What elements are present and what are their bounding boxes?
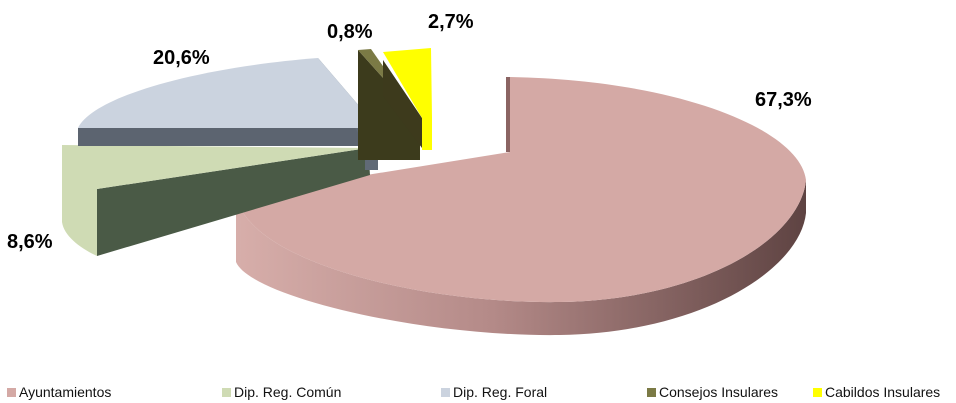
data-label-dip-reg-comun: 8,6% — [7, 231, 53, 253]
data-label-ayuntamientos: 67,3% — [755, 89, 812, 111]
legend: Ayuntamientos Dip. Reg. Común Dip. Reg. … — [0, 384, 956, 400]
slice-ayuntamientos-top — [236, 77, 806, 303]
slice-cabildos-insulares-top — [383, 48, 432, 118]
legend-item-dip-reg-foral: Dip. Reg. Foral — [441, 384, 547, 400]
slice-ayuntamientos — [236, 77, 806, 336]
slice-cabildos-insulares-side — [383, 60, 422, 148]
slice-consejos-insulares-side — [358, 50, 420, 160]
slice-ayuntamientos-side — [236, 180, 806, 336]
legend-item-dip-reg-comun: Dip. Reg. Común — [222, 384, 341, 400]
legend-label-consejos-insulares: Consejos Insulares — [659, 384, 779, 400]
legend-swatch-dip-reg-comun — [222, 387, 231, 397]
data-label-cabildos-insulares: 2,7% — [428, 11, 474, 33]
slice-cabildos-insulares — [383, 48, 432, 150]
slice-cabildos-insulares-edge — [422, 118, 432, 150]
legend-swatch-consejos-insulares — [647, 387, 656, 397]
data-label-dip-reg-foral: 20,6% — [153, 47, 210, 69]
legend-item-consejos-insulares: Consejos Insulares — [647, 384, 778, 400]
legend-swatch-ayuntamientos — [7, 387, 16, 397]
legend-label-dip-reg-foral: Dip. Reg. Foral — [453, 384, 548, 400]
legend-swatch-dip-reg-foral — [441, 387, 450, 397]
legend-label-ayuntamientos: Ayuntamientos — [19, 384, 112, 400]
legend-swatch-cabildos-insulares — [813, 387, 822, 397]
slice-dip-reg-foral-top — [78, 58, 378, 128]
legend-item-ayuntamientos: Ayuntamientos — [7, 384, 111, 400]
legend-label-cabildos-insulares: Cabildos Insulares — [825, 384, 941, 400]
slice-dip-reg-comun-side — [97, 148, 370, 256]
slice-dip-reg-foral-side — [78, 128, 378, 146]
slice-dip-reg-comun-top — [62, 145, 368, 256]
pie-chart: 67,3% 8,6% 20,6% 0,8% 2,7% — [7, 11, 812, 336]
slice-dip-reg-comun — [62, 145, 370, 256]
legend-item-cabildos-insulares: Cabildos Insulares — [813, 384, 940, 400]
slice-dip-reg-foral — [78, 58, 378, 170]
legend-label-dip-reg-comun: Dip. Reg. Común — [234, 384, 342, 400]
data-label-consejos-insulares: 0,8% — [327, 21, 373, 43]
slice-ayuntamientos-cut — [506, 77, 510, 152]
